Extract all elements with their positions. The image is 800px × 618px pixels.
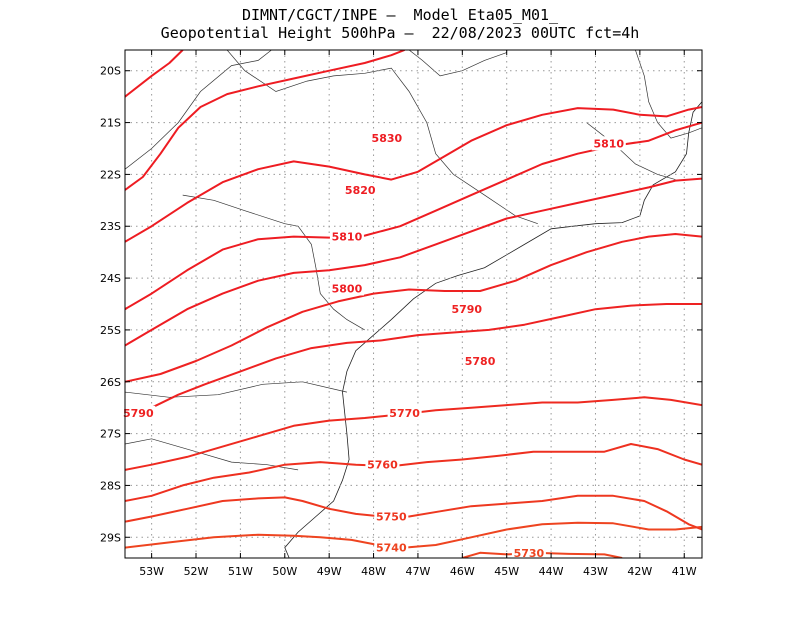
- contour-label: 5820: [345, 184, 376, 197]
- lat-tick-label: 23S: [100, 220, 121, 233]
- lon-tick-label: 43W: [583, 565, 608, 578]
- lon-tick-label: 41W: [672, 565, 697, 578]
- contour-label-bg: [365, 457, 400, 472]
- contour-5830: [125, 50, 405, 191]
- lon-tick-label: 42W: [627, 565, 652, 578]
- contour-5790: [125, 233, 702, 383]
- lon-tick-label: 47W: [406, 565, 431, 578]
- map-frame: [124, 49, 703, 559]
- grid-layer: [125, 50, 702, 558]
- lat-tick-label: 24S: [100, 272, 121, 285]
- contour-label-bg: [329, 229, 364, 244]
- contour-label-bg: [387, 405, 422, 420]
- contour-label-bg: [591, 136, 626, 151]
- lon-tick-label: 52W: [184, 565, 209, 578]
- state-border: [125, 50, 272, 170]
- lat-tick-label: 28S: [100, 479, 121, 492]
- contour-labels-layer: 5730 5740 5750 5760 5770 5780 5790 5790 5800 5810…: [121, 131, 626, 560]
- lon-tick-label: 44W: [539, 565, 564, 578]
- contour-label-bg: [121, 405, 156, 420]
- contour-5800: [125, 177, 702, 347]
- contour-label: 5800: [332, 282, 363, 295]
- lat-tick-label: 27S: [100, 428, 121, 441]
- contour-label: 5780: [465, 355, 496, 368]
- contour-label-bg: [463, 354, 498, 369]
- state-border: [125, 381, 347, 398]
- contour-label: 5760: [367, 459, 398, 472]
- contour-label-bg: [374, 509, 409, 524]
- lat-tick-label: 20S: [100, 65, 121, 78]
- contour-layer: [125, 50, 702, 558]
- state-border: [408, 50, 507, 77]
- lat-tick-label: 25S: [100, 324, 121, 337]
- contour-label-bg: [449, 302, 484, 317]
- contour-5780: [125, 303, 702, 419]
- contour-label: 5750: [376, 511, 407, 524]
- lon-tick-label: 45W: [494, 565, 519, 578]
- contour-5820: [125, 106, 702, 243]
- title-line-2: Geopotential Height 500hPa – 22/08/2023 …: [160, 24, 640, 42]
- lat-tick-label: 26S: [100, 376, 121, 389]
- contour-label: 5740: [376, 542, 407, 555]
- contour-5750: [125, 494, 702, 531]
- title-line-1: DIMNT/CGCT/INPE – Model Eta05_M01_: [241, 6, 559, 24]
- contour-5740: [125, 521, 702, 549]
- lat-tick-label: 29S: [100, 531, 121, 544]
- lon-tick-label: 50W: [272, 565, 297, 578]
- axis-ticks-layer: 20S 21S 22S 23S 24S 25S 26S 27S 28S 29S 53W 52W 51W 5…: [100, 50, 702, 578]
- contour-label-bg: [329, 281, 364, 296]
- contour-label: 5810: [593, 137, 624, 150]
- contour-label: 5790: [451, 303, 482, 316]
- state-border: [182, 194, 365, 331]
- contour-5760: [125, 443, 702, 502]
- contour-label-bg: [511, 545, 546, 560]
- contour-label: 5810: [332, 231, 363, 244]
- contour-label: 5730: [514, 547, 545, 560]
- contour-5810: [125, 121, 702, 311]
- lon-tick-label: 49W: [317, 565, 342, 578]
- lon-tick-label: 48W: [361, 565, 386, 578]
- state-border: [125, 438, 299, 471]
- lon-tick-label: 46W: [450, 565, 475, 578]
- lat-tick-label: 22S: [100, 168, 121, 181]
- state-border: [586, 122, 676, 180]
- contour-label: 5830: [372, 132, 403, 145]
- lon-tick-label: 51W: [228, 565, 253, 578]
- contour-label: 5770: [389, 407, 420, 420]
- state-border: [635, 50, 702, 139]
- lon-tick-label: 53W: [139, 565, 164, 578]
- contour-5840: [125, 50, 184, 98]
- contour-label-bg: [343, 182, 378, 197]
- contour-label: 5790: [123, 407, 154, 420]
- lat-tick-label: 21S: [100, 117, 121, 130]
- contour-label-bg: [374, 540, 409, 555]
- contour-label-bg: [369, 131, 404, 146]
